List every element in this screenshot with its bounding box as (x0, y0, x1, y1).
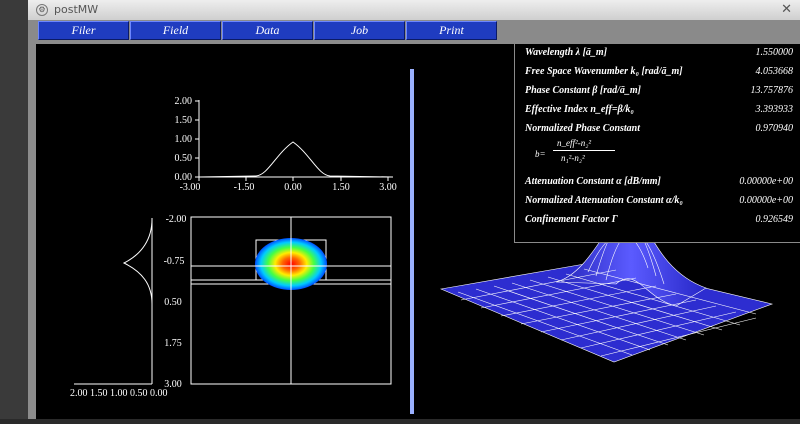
menu-bar: Filer Field Data Job Print (28, 20, 800, 40)
menu-filer[interactable]: Filer (38, 21, 129, 40)
normphase-formula: b= n_eff²-n₂² n₁²-n₂² (535, 138, 665, 174)
top-ytick: 0.00 (175, 172, 193, 183)
info-freespace: Free Space Wavenumber k₀ [rad/ā_m] 4.0536… (525, 66, 793, 77)
info-confinement: Confinement Factor Γ 0.926549 (525, 214, 793, 225)
top-xtick: -3.00 (180, 182, 201, 193)
top-xtick: -1.50 (234, 182, 255, 193)
plots-svg: 2.00 1.50 1.00 0.50 0.00 -3.00 -1.50 0.0… (70, 69, 774, 414)
left-ytick: -0.75 (164, 256, 185, 267)
left-profile-curve (122, 218, 153, 374)
drawing-area: 2.00 1.50 1.00 0.50 0.00 -3.00 -1.50 0.0… (28, 40, 800, 419)
top-xtick: 3.00 (379, 182, 397, 193)
top-profile-plot: 2.00 1.50 1.00 0.50 0.00 -3.00 -1.50 0.0… (175, 96, 397, 193)
top-xtick: 1.50 (332, 182, 350, 193)
top-ytick: 1.50 (175, 115, 193, 126)
info-attenuation: Attenuation Constant α [dB/mm] 0.00000e+0… (525, 176, 793, 187)
plot-canvas: 2.00 1.50 1.00 0.50 0.00 -3.00 -1.50 0.0… (36, 44, 800, 419)
menu-data[interactable]: Data (222, 21, 313, 40)
top-ytick: 2.00 (175, 96, 193, 107)
top-profile-curve (198, 141, 394, 178)
info-normphase: Normalized Phase Constant 0.970940 (525, 123, 793, 134)
info-normatten: Normalized Attenuation Constant α/k₀ 0.00… (525, 195, 793, 206)
info-phase: Phase Constant β [rad/ā_m] 13.757876 (525, 85, 793, 96)
mode-cross-section (190, 216, 392, 385)
top-ytick: 1.00 (175, 134, 193, 145)
menu-print[interactable]: Print (406, 21, 497, 40)
left-ytick: 0.50 (164, 297, 182, 308)
window-titlebar[interactable]: ⚙ postMW ✕ (28, 0, 800, 21)
info-effindex: Effective Index n_eff=β/k₀ 3.393933 (525, 104, 793, 115)
left-ytick: 1.75 (164, 338, 182, 349)
left-xticks: 2.00 1.50 1.00 0.50 0.00 (70, 388, 168, 399)
top-xtick: 0.00 (284, 182, 302, 193)
left-ytick: -2.00 (166, 214, 187, 225)
left-ytick: 3.00 (164, 379, 182, 390)
mode-surface-3d (439, 209, 774, 363)
top-ytick: 0.50 (175, 153, 193, 164)
menu-job[interactable]: Job (314, 21, 405, 40)
window-title: postMW (54, 3, 99, 16)
left-profile-plot: -2.00 -0.75 0.50 1.75 3.00 2.00 1.50 1.0… (70, 214, 186, 399)
pane-divider (410, 69, 414, 414)
mode-info-panel: Wavelength λ [ā_m] 1.550000 Free Space Wa… (514, 44, 800, 243)
window-menu-icon[interactable]: ⚙ (36, 4, 48, 16)
close-icon[interactable]: ✕ (781, 2, 792, 17)
info-wavelength: Wavelength λ [ā_m] 1.550000 (525, 47, 793, 58)
menu-field[interactable]: Field (130, 21, 221, 40)
desktop-edge (0, 0, 28, 419)
